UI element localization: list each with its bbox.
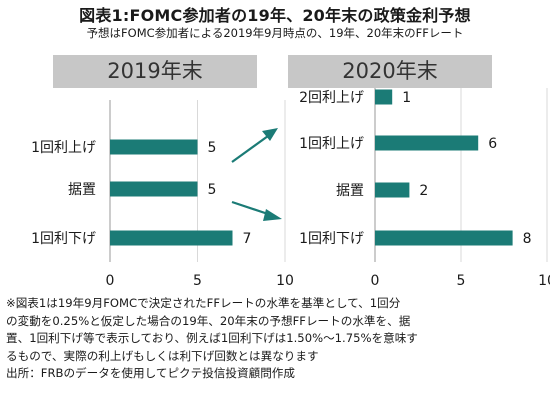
- data-label-2020-3: 8: [523, 231, 532, 247]
- bar-2020-2: [375, 182, 410, 198]
- category-label-2020-0: 2回利上げ: [299, 90, 364, 106]
- footnote: ※図表1は19年9月FOMCで決定されたFFレートの水準を基準として、1回分 の…: [6, 295, 548, 383]
- data-label-2020-2: 2: [419, 183, 428, 199]
- arrow-down-head: [263, 209, 282, 221]
- bar-2019-1: [110, 181, 198, 197]
- bar-2019-0: [110, 139, 198, 155]
- category-label-2019-2: 1回利下げ: [31, 231, 96, 247]
- x-tick-label-2020-0: 0: [371, 273, 380, 289]
- chart-subtitle: 予想はFOMC参加者による2019年9月時点の、19年、20年末のFFレート: [86, 26, 464, 40]
- x-tick-label-2020-10: 10: [538, 273, 550, 289]
- chart-title: 図表1:FOMC参加者の19年、20年末の政策金利予想: [79, 6, 471, 25]
- x-tick-label-2019-0: 0: [106, 273, 115, 289]
- bar-2019-2: [110, 230, 233, 246]
- x-tick-label-2019-5: 5: [193, 273, 202, 289]
- panel-title-2019: 2019年末: [53, 55, 257, 88]
- arrow-up-head: [262, 128, 278, 141]
- category-label-2020-3: 1回利下げ: [299, 231, 364, 247]
- data-label-2020-0: 1: [402, 90, 411, 106]
- category-label-2020-2: 据置: [336, 183, 364, 199]
- data-label-2019-0: 5: [208, 140, 217, 156]
- x-tick-label-2019-10: 10: [276, 273, 294, 289]
- x-tick-label-2020-5: 5: [457, 273, 466, 289]
- bar-2020-0: [375, 89, 393, 105]
- category-label-2020-1: 1回利上げ: [299, 136, 364, 152]
- arrow-up-shaft: [231, 135, 269, 163]
- bar-2020-1: [375, 135, 479, 151]
- bar-2020-3: [375, 230, 513, 246]
- data-label-2019-2: 7: [243, 231, 252, 247]
- data-label-2019-1: 5: [208, 182, 217, 198]
- arrow-down-shaft: [231, 200, 269, 216]
- source-note: 出所：FRBのデータを使用してピクテ投信投資顧問作成: [6, 366, 295, 380]
- footnote-line-4: るもので、実際の利上げもしくは利下げ回数とは異なります: [6, 348, 319, 363]
- footnote-line-2: の変動を0.25%と仮定した場合の19年、20年末の予想FFレートの水準を、据: [6, 313, 411, 328]
- panel-title-2020: 2020年末: [288, 55, 492, 88]
- data-label-2020-1: 6: [488, 136, 497, 152]
- footnote-line-1: ※図表1は19年9月FOMCで決定されたFFレートの水準を基準として、1回分: [6, 296, 401, 310]
- category-label-2019-1: 据置: [68, 182, 96, 198]
- category-label-2019-0: 1回利上げ: [31, 140, 96, 156]
- footnote-line-3: 置、1回利下げ等で表示しており、例えば1回利下げは1.50%～1.75%を意味す: [6, 331, 418, 345]
